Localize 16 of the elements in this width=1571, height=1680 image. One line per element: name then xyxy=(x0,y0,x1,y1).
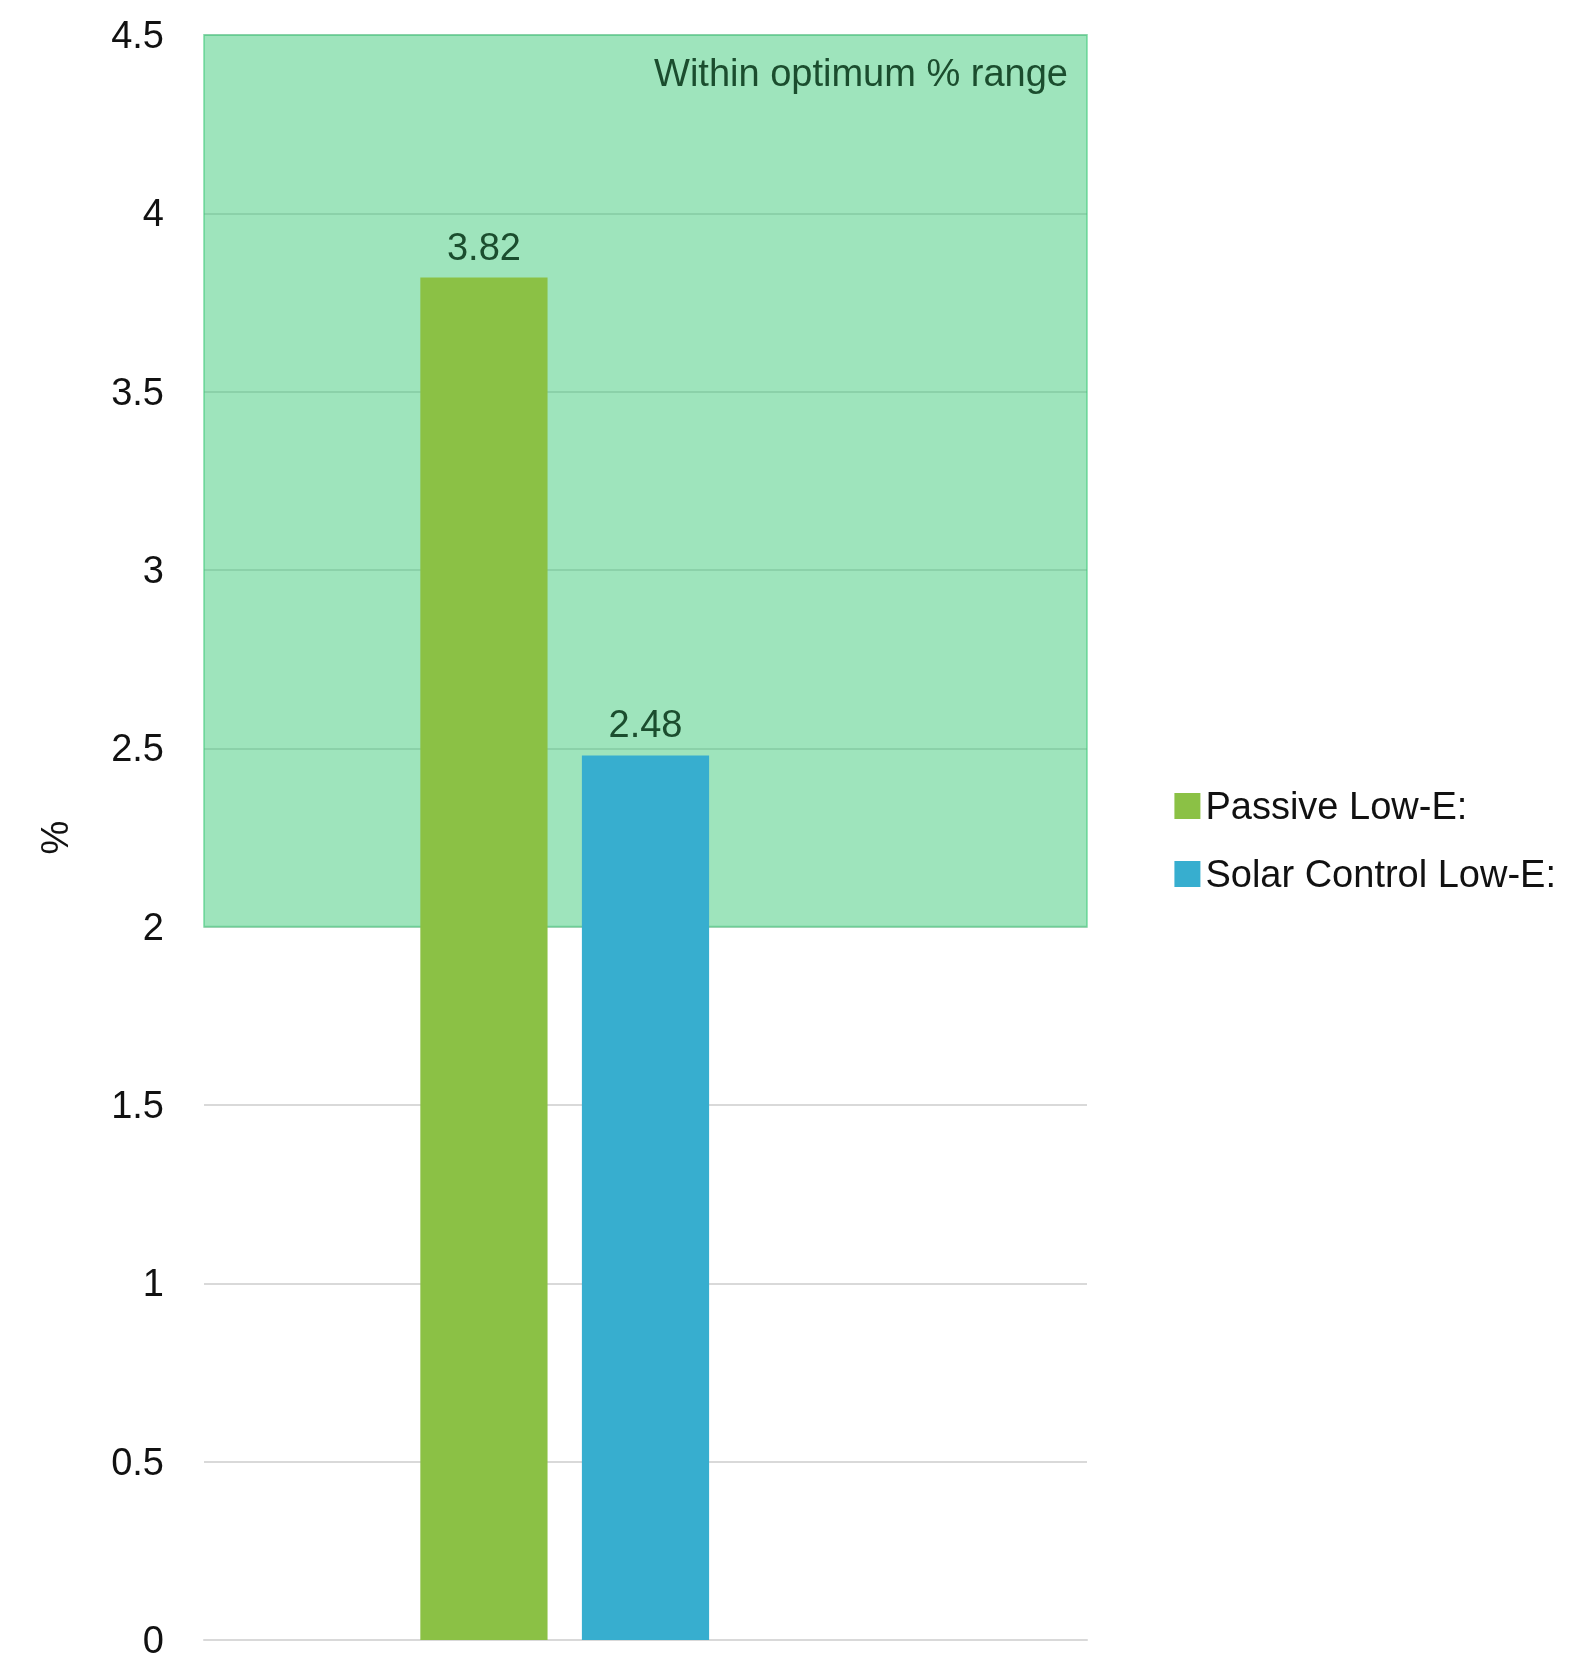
data-label: 2.48 xyxy=(608,703,683,746)
y-tick-label: 1.5 xyxy=(111,1084,164,1126)
y-tick-label: 1 xyxy=(142,1262,164,1305)
y-tick-label: 2.5 xyxy=(111,727,164,770)
y-tick-label: 0.5 xyxy=(111,1440,164,1483)
y-axis-title: % xyxy=(34,820,76,855)
y-tick-label: 2 xyxy=(142,905,164,948)
y-tick-label: 0 xyxy=(142,1619,164,1661)
y-tick-label: 4 xyxy=(142,192,164,235)
data-label: 3.82 xyxy=(446,225,521,268)
y-tick-label: 3.5 xyxy=(111,370,164,413)
band-label: Within optimum % range xyxy=(654,52,1068,94)
legend-label: Passive Low-E: xyxy=(1205,785,1468,827)
y-tick-label: 4.5 xyxy=(111,14,164,56)
legend-label: Solar Control Low-E: xyxy=(1205,853,1556,895)
y-tick-label: 3 xyxy=(142,549,164,591)
